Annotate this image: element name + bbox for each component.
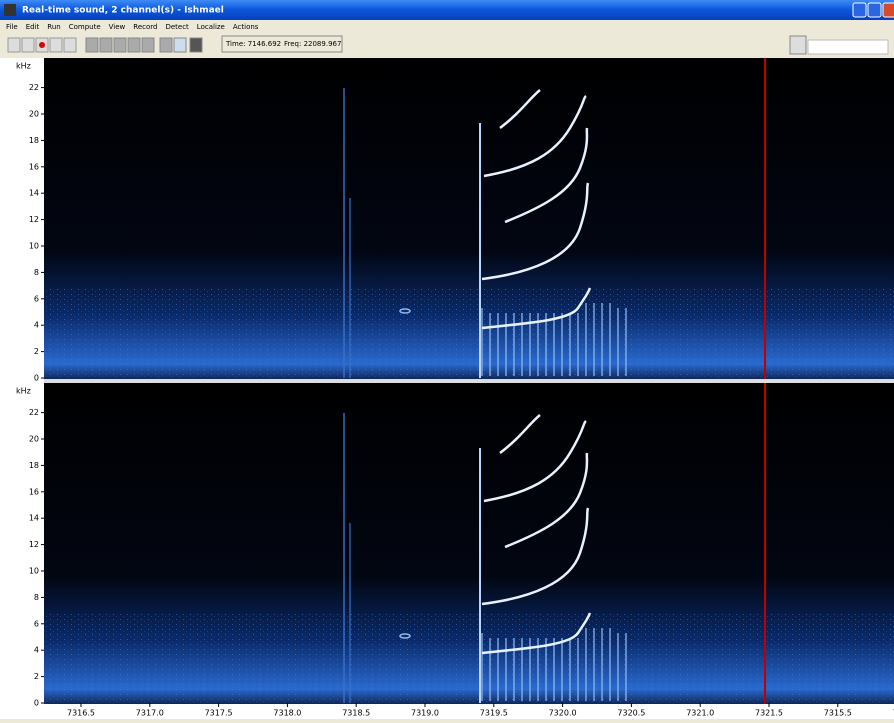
menu-item[interactable]: Detect <box>165 23 189 31</box>
menu-item[interactable]: Record <box>133 23 157 31</box>
x-tick-label: 7315.5 <box>824 709 852 718</box>
close-button[interactable] <box>883 3 894 17</box>
y-tick-label: 8 <box>34 593 39 602</box>
x-tick-label: 7317.0 <box>136 709 164 718</box>
menu-item[interactable]: Actions <box>233 23 259 31</box>
menu-item[interactable]: Run <box>47 23 60 31</box>
y-tick-label: 2 <box>34 347 39 356</box>
y-tick-label: 14 <box>29 514 39 523</box>
tool-button[interactable] <box>142 38 154 52</box>
y-tick-label: 22 <box>29 83 39 92</box>
panel-divider <box>44 379 894 383</box>
y-tick-label: 16 <box>29 487 39 496</box>
y-tick-label: 20 <box>29 110 39 119</box>
menu-bar: File Edit Run Compute View Record Detect Locali… <box>6 23 259 31</box>
tool-button[interactable] <box>128 38 140 52</box>
y-tick-label: 18 <box>29 136 39 145</box>
menu-item[interactable]: View <box>109 23 126 31</box>
y-tick-label: 0 <box>34 374 39 383</box>
toolbar: Time: 7146.692 Freq: 22089.967 <box>8 36 888 54</box>
y-tick-label: 12 <box>29 215 39 224</box>
y-tick-label: 6 <box>34 294 39 303</box>
x-tick-label: 7320.5 <box>617 709 645 718</box>
y-tick-label: 16 <box>29 162 39 171</box>
y-tick-label: 22 <box>29 408 39 417</box>
y-tick-label: 2 <box>34 672 39 681</box>
x-tick-label: 7321.5 <box>755 709 783 718</box>
y-tick-label: 8 <box>34 268 39 277</box>
y-tick-label: 10 <box>29 242 39 251</box>
maximize-button[interactable] <box>868 3 881 17</box>
x-tick-label: 7319.5 <box>480 709 508 718</box>
slider[interactable] <box>808 40 888 54</box>
menu-item[interactable]: Localize <box>197 23 225 31</box>
y-tick-label: 10 <box>29 567 39 576</box>
y-tick-label: 4 <box>34 646 39 655</box>
y-tick-label: 14 <box>29 189 39 198</box>
spin-control[interactable] <box>790 36 806 54</box>
spectrogram-channel-2 <box>44 383 894 705</box>
x-tick-label: 7318.5 <box>342 709 370 718</box>
app-icon <box>4 4 16 16</box>
app-window: Real-time sound, 2 channel(s) - Ishmael … <box>0 0 894 719</box>
minimize-button[interactable] <box>853 3 866 17</box>
tool-button[interactable] <box>190 38 202 52</box>
menu-item[interactable]: File <box>6 23 18 31</box>
time-readout: Time: 7146.692 <box>225 40 281 48</box>
y-tick-label: 0 <box>34 699 39 708</box>
x-tick-label: 7316.5 <box>67 709 95 718</box>
y-tick-label: 12 <box>29 540 39 549</box>
menu-item[interactable]: Compute <box>69 23 101 31</box>
tool-button[interactable] <box>86 38 98 52</box>
x-tick-label: 7321.0 <box>686 709 714 718</box>
x-tick-label: 7320.0 <box>549 709 577 718</box>
y-tick-label: 20 <box>29 435 39 444</box>
x-tick-label: 7319.0 <box>411 709 439 718</box>
y-tick-label: 18 <box>29 461 39 470</box>
pause-button[interactable] <box>22 38 34 52</box>
tool-button[interactable] <box>160 38 172 52</box>
spectrogram-channel-1 <box>44 58 894 380</box>
page: Real-time sound, 2 channel(s) - Ishmael … <box>0 0 894 719</box>
y-axis-unit: kHz <box>16 62 31 71</box>
y-tick-label: 6 <box>34 619 39 628</box>
freq-readout: Freq: 22089.967 <box>284 40 341 48</box>
x-tick-label: 7318.0 <box>273 709 301 718</box>
tool-button[interactable] <box>100 38 112 52</box>
tool-button[interactable] <box>174 38 186 52</box>
y-tick-label: 4 <box>34 321 39 330</box>
window-title: Real-time sound, 2 channel(s) - Ishmael <box>22 6 224 16</box>
play-button[interactable] <box>8 38 20 52</box>
tool-button[interactable] <box>114 38 126 52</box>
tool-button[interactable] <box>64 38 76 52</box>
menu-item[interactable]: Edit <box>26 23 40 31</box>
x-tick-label: 7317.5 <box>205 709 233 718</box>
y-axis-unit: kHz <box>16 387 31 396</box>
record-icon <box>39 42 45 48</box>
tool-button[interactable] <box>50 38 62 52</box>
